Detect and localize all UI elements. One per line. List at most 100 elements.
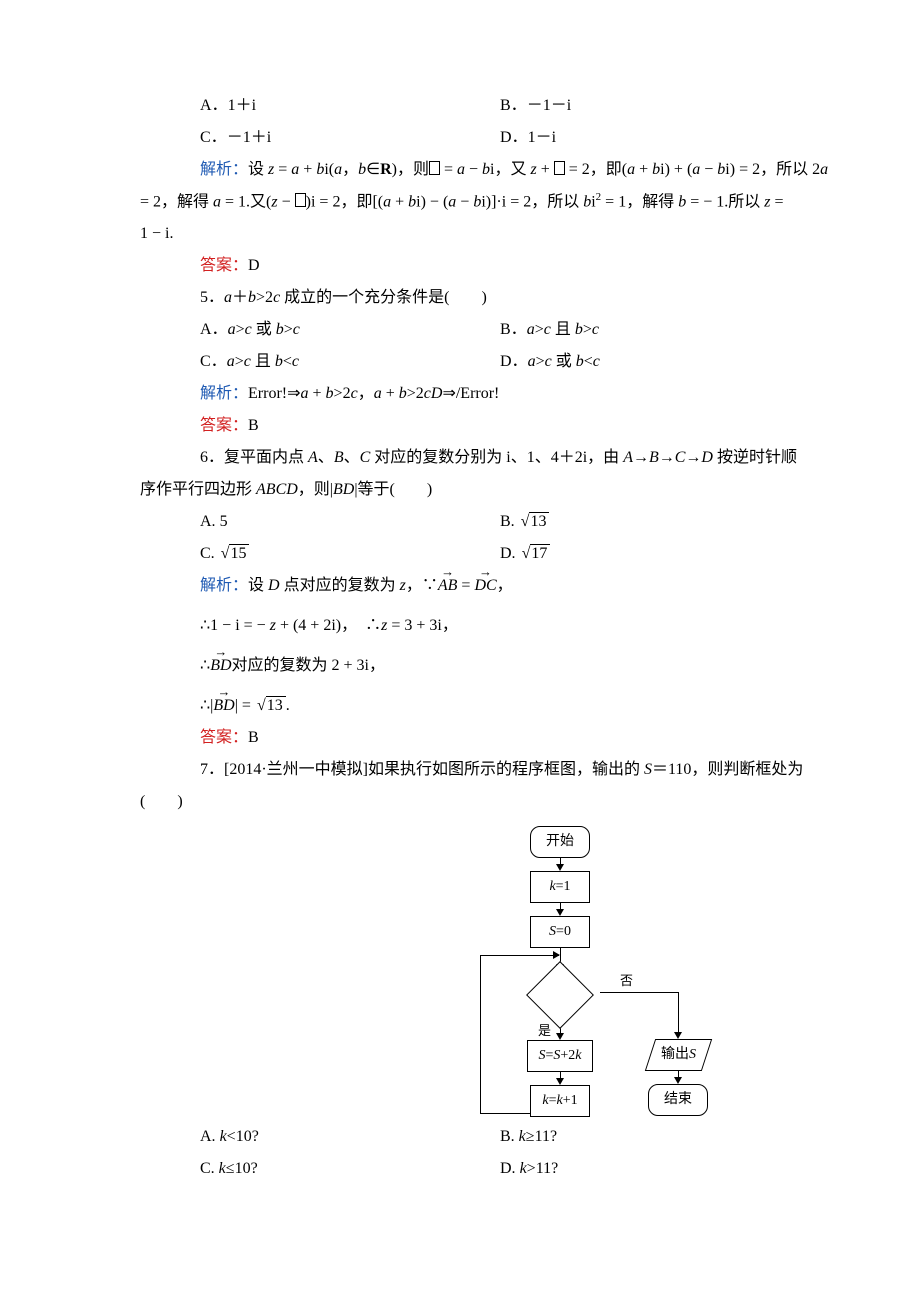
t: >2 <box>256 289 273 306</box>
flow-line <box>480 955 481 1113</box>
t: a <box>334 161 342 178</box>
t: R <box>380 161 392 178</box>
opt-label: C． <box>200 353 227 370</box>
q5-stem: 5．a＋b>2c 成立的一个充分条件是( ) <box>140 282 920 314</box>
t: B <box>248 417 259 434</box>
flow-label-no: 否 <box>620 968 633 994</box>
t: ABCD <box>256 481 298 498</box>
t: i，又 <box>490 161 530 178</box>
arrow-right-icon <box>553 951 560 959</box>
t: 6．复平面内点 <box>200 449 308 466</box>
t: 5． <box>200 289 224 306</box>
t: ≤10? <box>226 1160 258 1177</box>
t: 对应的复数分别为 i、1、4＋2i，由 <box>370 449 623 466</box>
t: a <box>228 321 236 338</box>
jiexi-label: 解析： <box>200 385 248 402</box>
t: = <box>771 193 784 210</box>
t: ＋ <box>232 289 248 306</box>
t: C <box>675 449 686 466</box>
t: >2 <box>407 385 424 402</box>
arrow-down-icon <box>556 864 564 871</box>
t: . <box>286 697 290 714</box>
t: A <box>308 449 318 466</box>
t: a <box>224 289 232 306</box>
t: = <box>274 161 291 178</box>
t: 成立的一个充分条件是( ) <box>280 289 487 306</box>
opt-label: A. <box>200 513 220 530</box>
q6-options-row2: C. 15 D. 17 <box>140 538 920 570</box>
q6-jiexi-1: 解析：设 D 点对应的复数为 z，∵AB = DC， <box>140 570 920 602</box>
opt-label: B． <box>500 97 527 114</box>
sqrt-icon: 17 <box>520 538 551 570</box>
t: )，则 <box>392 161 429 178</box>
t: D <box>701 449 713 466</box>
q6-stem-1: 6．复平面内点 A、B、C 对应的复数分别为 i、1、4＋2i，由 A→B→C→… <box>140 442 920 474</box>
t: c <box>293 321 300 338</box>
t: 5 <box>220 513 228 530</box>
opt-label: B. <box>500 1128 519 1145</box>
t: D <box>268 577 280 594</box>
t: BD <box>333 481 354 498</box>
t: → <box>685 449 701 466</box>
flow-line <box>480 955 559 956</box>
t: a <box>527 321 535 338</box>
t: = <box>440 161 457 178</box>
t: ，∵ <box>406 577 438 594</box>
vector-bd: BD <box>213 690 234 722</box>
flow-init-k: k=1 <box>530 871 590 903</box>
t: A <box>623 449 633 466</box>
t: 或 <box>552 353 576 370</box>
flow-init-s: S=0 <box>530 916 590 948</box>
opt-text: 1＋i <box>228 97 256 114</box>
t: ∴ <box>200 657 210 674</box>
t: b <box>326 385 334 402</box>
t: 、 <box>318 449 334 466</box>
t: a <box>374 385 382 402</box>
t: c <box>593 353 600 370</box>
flow-end: 结束 <box>648 1084 708 1116</box>
t: b <box>248 289 256 306</box>
t: + <box>309 385 326 402</box>
t: 7．[2014·兰州一中模拟]如果执行如图所示的程序框图，输出的 <box>200 761 644 778</box>
t: > <box>284 321 293 338</box>
opt-text: －1＋i <box>227 129 271 146</box>
q7-stem-2: ( ) <box>140 786 920 818</box>
opt-label: B. <box>500 513 519 530</box>
q4-answer: 答案：D <box>140 250 920 282</box>
t: ， <box>342 161 358 178</box>
q6-stem-2: 序作平行四边形 ABCD，则|BD|等于( ) <box>140 474 920 506</box>
t: <10? <box>227 1128 259 1145</box>
t: i) + ( <box>660 161 692 178</box>
arrow-down-icon <box>556 909 564 916</box>
q5-options-row1: A．a>c 或 b>c B．a>c 且 b>c <box>140 314 920 346</box>
t: c <box>351 385 358 402</box>
t: a <box>301 385 309 402</box>
q6-jiexi-4: ∴|BD| = 13. <box>140 690 920 722</box>
t: ＝110，则判断框处为 <box>652 761 803 778</box>
t: > <box>236 321 245 338</box>
t: 对应的复数为 2 + 3i， <box>232 657 385 674</box>
t: a <box>227 353 235 370</box>
t: > <box>536 353 545 370</box>
opt-text: 1－i <box>528 129 556 146</box>
t: a <box>820 161 828 178</box>
flow-start: 开始 <box>530 826 590 858</box>
t: + (4 + 2i)， ∴ <box>276 617 381 634</box>
t: → <box>633 449 649 466</box>
q7-options-row2: C. k≤10? D. k>11? <box>140 1153 920 1185</box>
t: k <box>519 1128 526 1145</box>
t: k <box>220 1128 227 1145</box>
t: ∴1 − i = − <box>200 617 270 634</box>
t: b <box>575 321 583 338</box>
t: i) − ( <box>416 193 448 210</box>
arrow-down-icon <box>674 1077 682 1084</box>
daan-label: 答案： <box>200 729 248 746</box>
t: − <box>700 161 717 178</box>
t: b <box>276 321 284 338</box>
t: − <box>465 161 482 178</box>
t: ∴| <box>200 697 213 714</box>
t: 且 <box>551 321 575 338</box>
q4-jiexi-2: = 2，解得 a = 1.又(z − )i = 2，即[(a + bi) − (… <box>140 186 920 218</box>
q4-jiexi-3: 1 − i. <box>140 218 920 250</box>
t: < <box>584 353 593 370</box>
